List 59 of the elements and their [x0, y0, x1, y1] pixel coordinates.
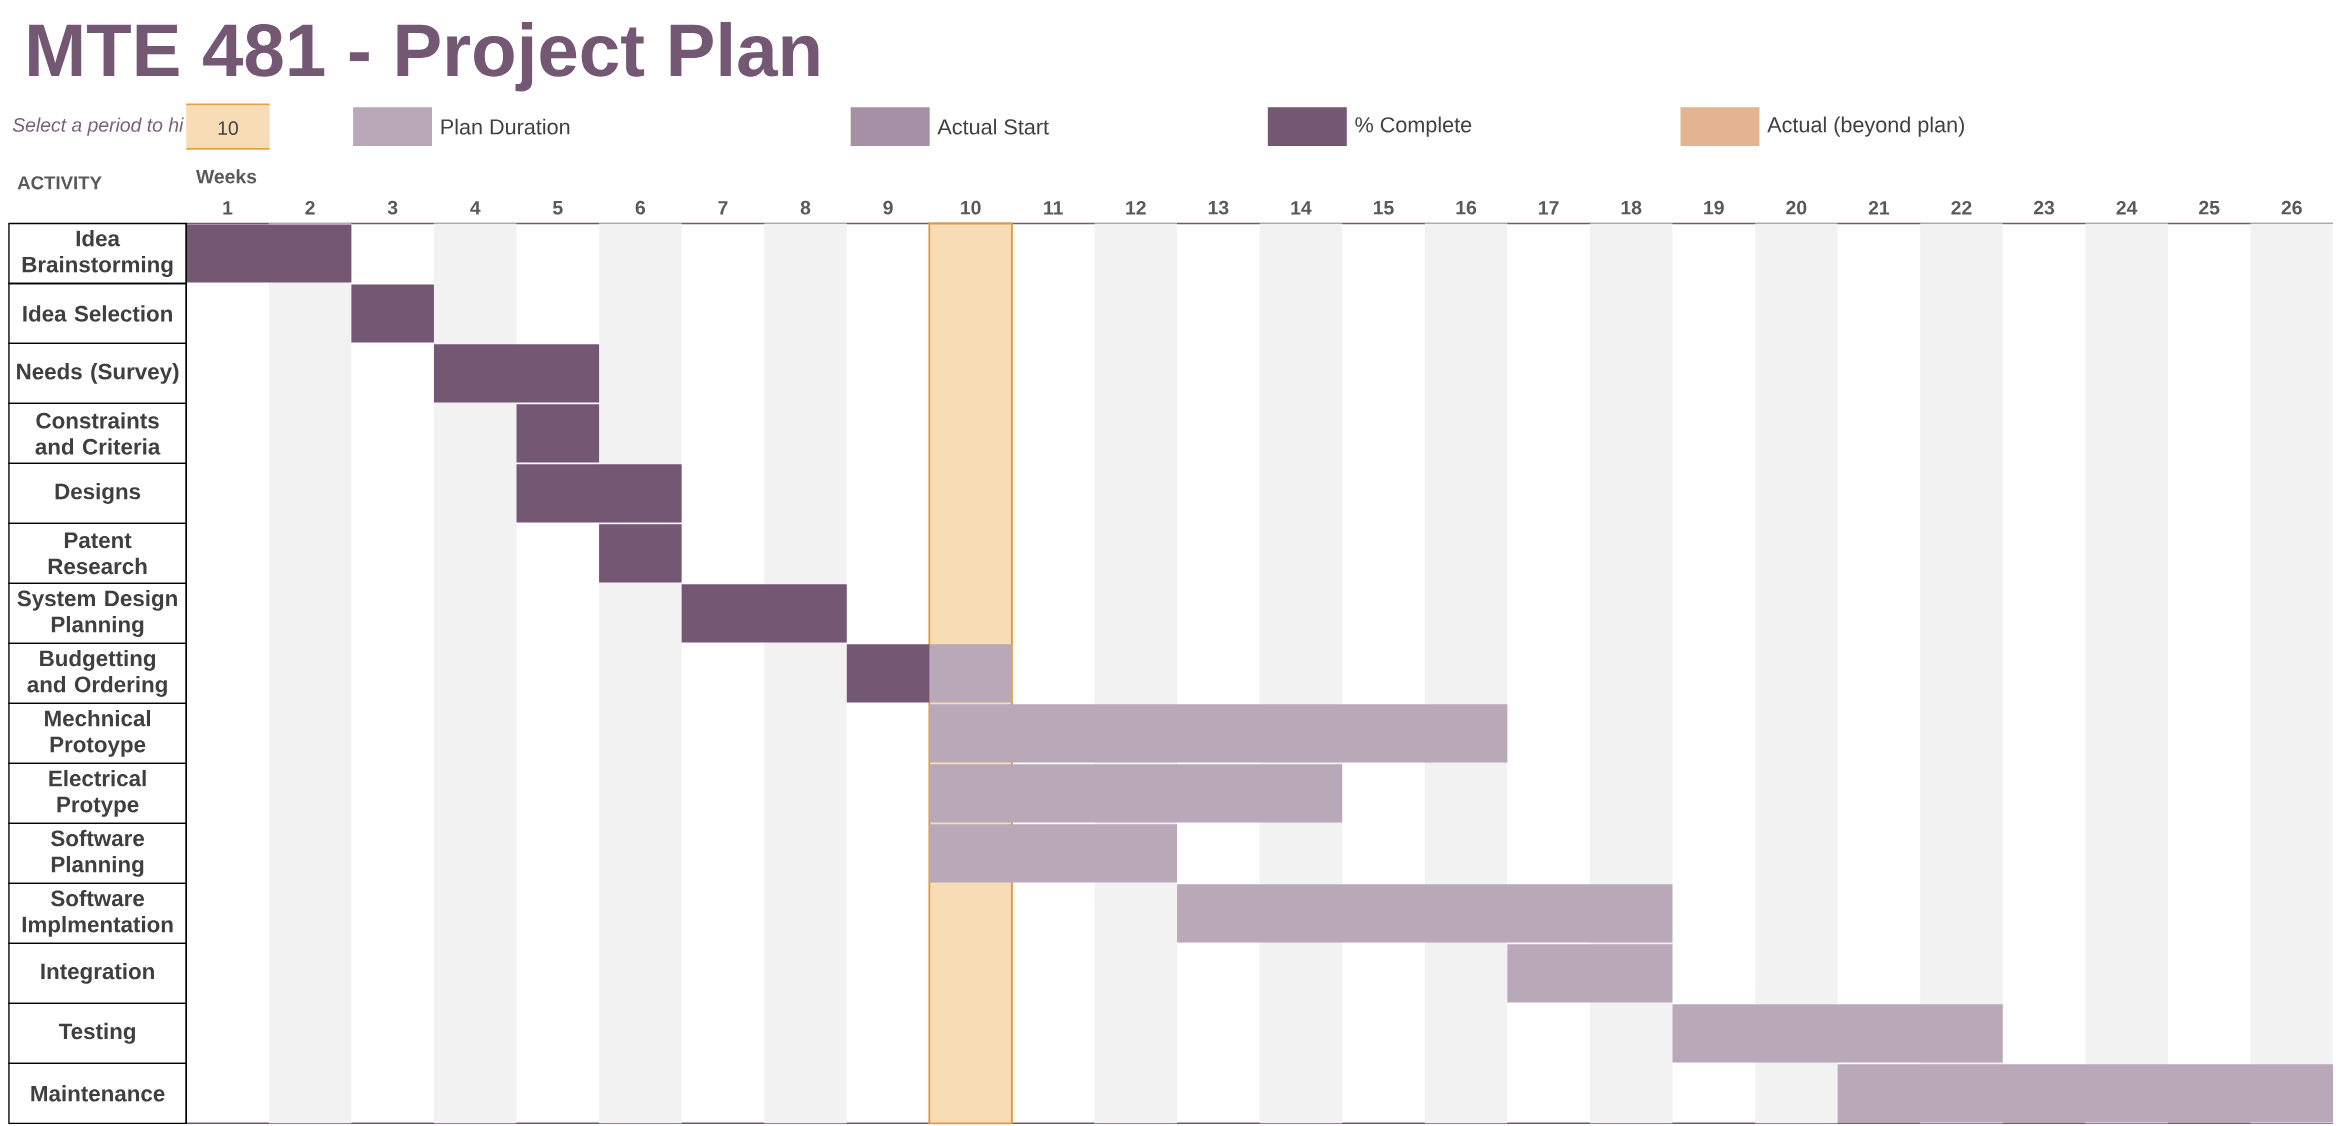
- x-axis-title: Weeks: [195, 169, 257, 184]
- legend-label: Actual (beyond plan): [1767, 116, 1964, 137]
- y-tick-label: Designs: [55, 482, 141, 504]
- x-tick-label: 17: [1539, 201, 1559, 215]
- bar: [846, 644, 930, 703]
- text: 10: [218, 121, 238, 135]
- bar: [929, 764, 1343, 823]
- y-tick-label: Idea Brainstorming: [22, 229, 173, 277]
- y-tick-label: Needs (Survey): [17, 363, 179, 384]
- legend-label: Plan Duration: [441, 118, 570, 135]
- legend-label: Actual Start: [937, 118, 1049, 135]
- y-tick-label: Electrical Protype: [49, 769, 146, 817]
- y-tick-label: Software Planning: [51, 829, 144, 877]
- x-tick-label: 7: [718, 201, 728, 215]
- y-tick-label: Idea Selection: [23, 305, 172, 322]
- y-tick-label: Constraints and Criteria: [35, 412, 161, 455]
- x-tick-label: 20: [1786, 200, 1807, 215]
- y-tick-label: Maintenance: [31, 1085, 165, 1102]
- bar: [1837, 1064, 2334, 1123]
- x-tick-label: 2: [305, 200, 315, 215]
- x-tick-label: 23: [2033, 200, 2055, 215]
- legend-label: % Complete: [1355, 116, 1472, 137]
- chart-title: MTE 481 - Project Plan: [29, 22, 819, 92]
- x-tick-label: 5: [553, 201, 563, 215]
- y-tick-label: Budgetting and Ordering: [27, 649, 167, 697]
- x-tick-label: 13: [1208, 200, 1229, 215]
- x-tick-label: 19: [1704, 200, 1724, 215]
- bar: [681, 584, 847, 643]
- bar: [929, 824, 1178, 883]
- x-tick-label: 18: [1621, 200, 1642, 215]
- x-tick-label: 14: [1291, 201, 1312, 215]
- x-tick-label: 16: [1456, 200, 1477, 215]
- x-tick-label: 8: [800, 200, 811, 215]
- x-tick-label: 4: [470, 201, 481, 215]
- y-axis-title: ACTIVITY: [17, 176, 102, 190]
- x-tick-label: 26: [2281, 200, 2302, 215]
- x-tick-label: 12: [1126, 200, 1146, 215]
- y-tick-label: Integration: [41, 962, 154, 984]
- x-tick-label: 21: [1868, 200, 1890, 215]
- bar: [351, 284, 434, 343]
- y-tick-label: System Design Planning: [17, 589, 177, 637]
- x-tick-label: 15: [1373, 201, 1394, 215]
- x-tick-label: 11: [1044, 201, 1063, 215]
- x-tick-label: 3: [387, 200, 398, 215]
- bar: [1672, 1004, 2003, 1063]
- text: Select a period to hi: [12, 117, 184, 136]
- y-tick-label: Testing: [58, 1022, 135, 1044]
- bar: [1507, 944, 1673, 1003]
- y-tick-label: Patent Research: [48, 532, 147, 575]
- x-tick-label: 1: [223, 201, 233, 215]
- bar: [1177, 884, 1673, 943]
- x-tick-label: 24: [2116, 200, 2138, 215]
- x-tick-label: 22: [1951, 200, 1972, 215]
- y-tick-label: Mechnical Protoype: [45, 709, 151, 757]
- y-tick-label: Software Implmentation: [22, 889, 173, 937]
- x-tick-label: 25: [2199, 200, 2220, 215]
- x-tick-label: 6: [635, 200, 646, 215]
- x-tick-label: 9: [883, 200, 893, 215]
- x-tick-label: 10: [961, 200, 981, 215]
